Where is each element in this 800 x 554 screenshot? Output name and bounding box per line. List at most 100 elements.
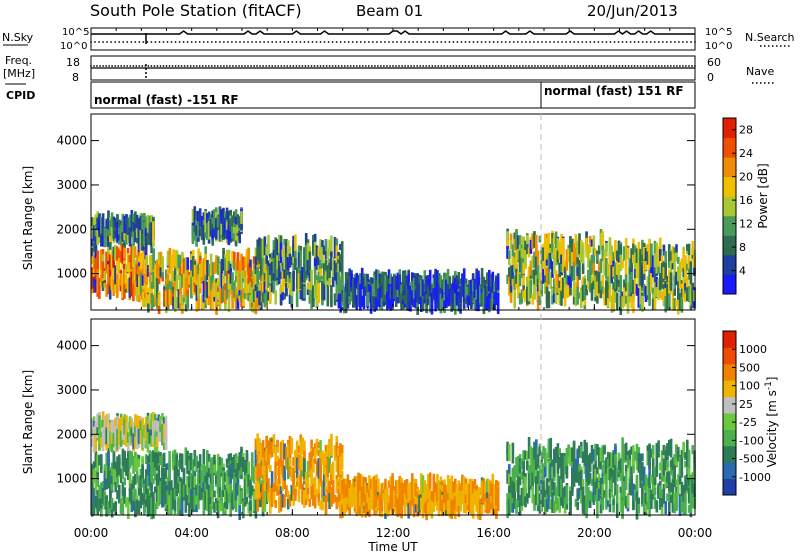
nave-dot: [383, 65, 385, 67]
echo-cell: [215, 502, 218, 511]
echo-cell: [324, 445, 328, 452]
echo-cell: [368, 284, 371, 292]
echo-cell: [576, 284, 579, 305]
echo-cell: [409, 484, 412, 501]
nave-dot: [591, 65, 594, 67]
echo-cell: [152, 450, 155, 470]
echo-cell: [641, 295, 644, 312]
search-noise-dot: [275, 41, 278, 43]
nave-dot: [331, 65, 334, 67]
echo-cell: [319, 464, 322, 483]
echo-cell: [100, 457, 103, 469]
echo-cell: [159, 456, 162, 463]
echo-cell: [545, 238, 549, 250]
search-noise-dot: [585, 41, 588, 43]
echo-cell: [204, 270, 207, 291]
echo-cell: [105, 466, 108, 479]
echo-cell: [382, 487, 385, 499]
echo-cell: [560, 290, 563, 306]
nave-dot: [660, 65, 663, 67]
nave-dot: [232, 65, 234, 67]
nave-dot: [389, 65, 391, 67]
echo-cell: [114, 219, 117, 228]
noise-tick-left-top: 10^5: [62, 27, 89, 38]
echo-cell: [310, 439, 313, 449]
echo-cell: [317, 265, 321, 273]
echo-cell: [233, 220, 236, 227]
echo-cell: [195, 225, 198, 236]
echo-cell: [308, 269, 312, 282]
echo-cell: [165, 269, 168, 279]
nave-dot: [425, 65, 428, 67]
echo-cell: [551, 287, 554, 296]
echo-cell: [134, 426, 137, 437]
search-noise-dot: [138, 41, 141, 43]
echo-cell: [405, 490, 409, 499]
echo-cell: [170, 263, 173, 280]
echo-cell: [260, 282, 263, 296]
echo-cell: [260, 465, 263, 479]
echo-cell: [209, 297, 213, 310]
echo-cell: [125, 497, 128, 508]
echo-cell: [231, 251, 234, 263]
echo-cell: [441, 480, 444, 491]
echo-cell: [509, 265, 513, 280]
search-noise-dot: [134, 41, 137, 43]
echo-cell: [96, 469, 99, 487]
echo-cell: [554, 270, 558, 285]
echo-cell: [242, 501, 245, 518]
echo-cell: [191, 225, 195, 244]
echo-cell: [317, 441, 321, 449]
echo-cell: [112, 436, 116, 446]
echo-cell: [686, 263, 689, 271]
echo-cell: [326, 285, 330, 307]
echo-cell: [141, 429, 144, 450]
echo-cell: [605, 258, 608, 279]
echo-cell: [218, 225, 222, 238]
echo-cell: [434, 295, 437, 312]
echo-cell: [240, 253, 243, 272]
echo-cell: [396, 274, 400, 294]
echo-cell: [238, 216, 241, 225]
echo-cell: [152, 248, 155, 270]
echo-cell: [150, 274, 154, 282]
echo-cell: [344, 505, 348, 513]
echo-cell: [279, 284, 283, 295]
echo-cell: [283, 244, 286, 265]
nave-dot: [135, 65, 138, 67]
echo-cell: [227, 296, 231, 313]
search-noise-dot: [247, 41, 249, 43]
search-noise-dot: [142, 41, 145, 43]
echo-cell: [493, 484, 496, 497]
echo-cell: [238, 295, 242, 302]
echo-cell: [143, 222, 146, 237]
echo-cell: [279, 486, 283, 495]
echo-cell: [294, 234, 297, 251]
echo-cell: [208, 263, 211, 280]
echo-cell: [143, 433, 146, 449]
echo-cell: [644, 286, 648, 302]
echo-cell: [389, 286, 393, 300]
echo-cell: [128, 436, 132, 444]
echo-cell: [641, 239, 644, 261]
echo-cell: [580, 251, 583, 263]
echo-cell: [301, 466, 304, 477]
echo-cell: [218, 484, 222, 498]
echo-cell: [524, 451, 527, 460]
nave-dot: [129, 65, 132, 67]
echo-cell: [173, 449, 177, 467]
echo-cell: [434, 268, 437, 289]
echo-cell: [380, 292, 384, 299]
echo-cell: [276, 439, 279, 452]
search-noise-dot: [227, 41, 229, 43]
echo-cell: [127, 449, 130, 469]
echo-cell: [265, 448, 268, 462]
echo-cell: [249, 282, 252, 294]
echo-cell: [197, 461, 200, 469]
echo-cell: [236, 298, 240, 309]
echo-cell: [137, 475, 141, 488]
echo-cell: [362, 287, 366, 298]
echo-cell: [133, 269, 137, 281]
echo-cell: [209, 263, 213, 278]
